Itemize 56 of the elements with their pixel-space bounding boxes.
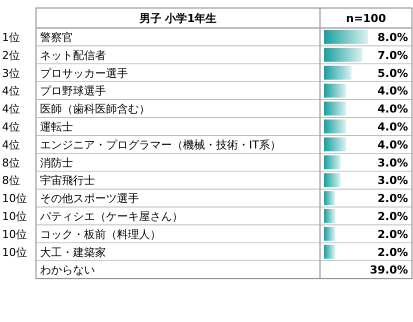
y-tick-label: コック・板前（料理人） bbox=[40, 228, 161, 241]
text: 男子 小学1年生 bbox=[138, 12, 217, 25]
data-label: 2.0% bbox=[377, 210, 408, 223]
data-label: 8.0% bbox=[377, 30, 408, 44]
y-tick-label: ネット配信者 bbox=[40, 48, 106, 62]
text: 10位 bbox=[2, 228, 27, 241]
bar bbox=[324, 173, 340, 188]
bar bbox=[324, 137, 346, 152]
bar bbox=[324, 120, 346, 134]
text: 8位 bbox=[2, 174, 20, 188]
text: 1位 bbox=[2, 30, 20, 44]
text: 10位 bbox=[2, 246, 27, 259]
bar bbox=[324, 209, 335, 223]
data-label: 4.0% bbox=[377, 102, 408, 116]
y-tick-label: パティシエ（ケーキ屋さん） bbox=[39, 210, 183, 223]
text: 4位 bbox=[2, 120, 20, 134]
bar bbox=[324, 66, 352, 80]
data-label: 7.0% bbox=[377, 48, 408, 62]
y-tick-label: 大工・建築家 bbox=[40, 246, 106, 259]
y-tick-label: プロサッカー選手 bbox=[40, 66, 128, 80]
y-tick-label: エンジニア・プログラマー（機械・技術・IT系） bbox=[40, 138, 281, 152]
data-label: 5.0% bbox=[377, 66, 408, 80]
data-label: 4.0% bbox=[377, 84, 408, 98]
y-tick-label: 宇宙飛行士 bbox=[40, 174, 95, 188]
text: 4位 bbox=[2, 102, 20, 116]
data-label: 4.0% bbox=[377, 120, 408, 134]
y-tick-label: 警察官 bbox=[40, 30, 73, 44]
data-label: 3.0% bbox=[377, 156, 408, 170]
bar bbox=[324, 226, 335, 241]
y-tick-label: 医師（歯科医師含む） bbox=[40, 102, 150, 116]
text: 2位 bbox=[2, 48, 20, 62]
text: 10位 bbox=[2, 192, 27, 206]
y-tick-label: わからない bbox=[40, 264, 95, 277]
text: 39.0% bbox=[370, 264, 408, 277]
data-label: 3.0% bbox=[377, 174, 408, 188]
data-label: 2.0% bbox=[377, 246, 408, 259]
text: 3位 bbox=[2, 66, 20, 80]
y-tick-label: 消防士 bbox=[40, 156, 73, 170]
bar bbox=[324, 102, 346, 116]
bar bbox=[324, 155, 340, 170]
data-label: 2.0% bbox=[377, 228, 408, 241]
text: 8位 bbox=[2, 156, 20, 170]
data-label: 4.0% bbox=[377, 138, 408, 152]
y-tick-label: プロ野球選手 bbox=[40, 84, 106, 98]
bar bbox=[324, 48, 362, 62]
bar bbox=[324, 191, 335, 205]
bar bbox=[324, 30, 368, 44]
y-tick-label: 運転士 bbox=[40, 120, 73, 134]
data-label: 2.0% bbox=[377, 192, 408, 206]
chart-subtitle: n=100 bbox=[346, 12, 386, 25]
text: 4位 bbox=[2, 84, 20, 98]
bar bbox=[324, 244, 335, 259]
bar bbox=[324, 84, 346, 98]
y-tick-label: その他スポーツ選手 bbox=[40, 192, 139, 206]
text: 4位 bbox=[2, 138, 20, 152]
text: 10位 bbox=[2, 210, 27, 223]
